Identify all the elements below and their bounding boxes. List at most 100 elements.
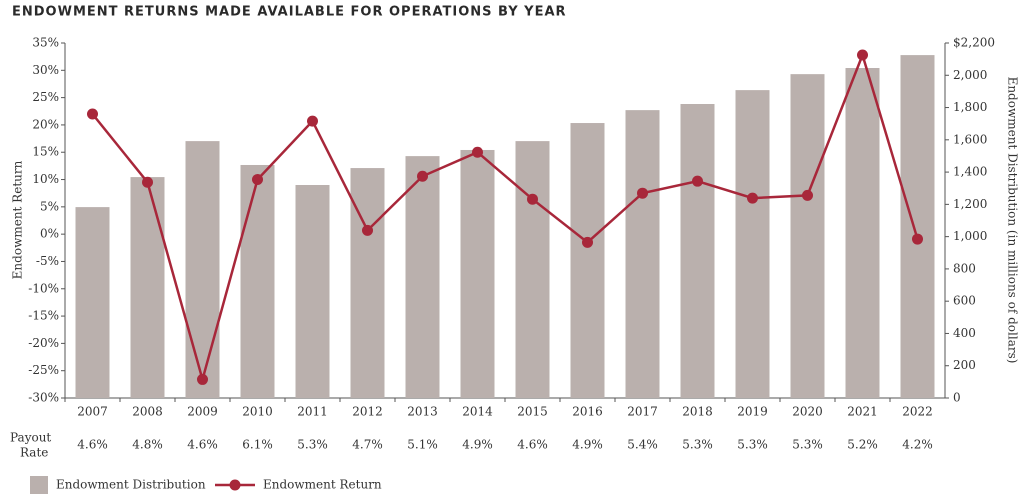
line-point: [692, 175, 703, 187]
x-tick-label: 2018: [682, 405, 713, 419]
line-point: [747, 192, 758, 204]
line-point: [197, 373, 208, 385]
bar: [240, 164, 275, 398]
y-tick-label: 30%: [32, 63, 59, 77]
legend-swatch: [30, 476, 48, 494]
x-tick-label: 2010: [242, 405, 273, 419]
y2-tick-label: 2,000: [953, 68, 987, 82]
payout-rate: 4.2%: [902, 438, 933, 452]
y-tick-label: -25%: [28, 363, 59, 377]
line-point: [362, 224, 373, 236]
payout-label: Payout: [10, 431, 51, 445]
bar: [295, 185, 330, 398]
payout-rate: 5.2%: [847, 438, 878, 452]
y2-tick-label: 400: [953, 326, 976, 340]
x-tick-label: 2016: [572, 405, 603, 419]
y2-axis-label: Endowment Distribution (in millions of d…: [1006, 77, 1020, 364]
y-tick-label: 25%: [32, 90, 59, 104]
y2-tick-label: 1,800: [953, 100, 987, 114]
y-tick-label: 10%: [32, 172, 59, 186]
line: [91, 51, 919, 385]
x-tick-label: 2008: [132, 405, 163, 419]
bar: [570, 123, 605, 398]
bar: [790, 74, 825, 398]
x-tick-label: 2007: [77, 405, 108, 419]
payout-rate: 4.9%: [572, 438, 603, 452]
payout-rate: 4.9%: [462, 438, 493, 452]
y-tick-label: -30%: [28, 391, 59, 405]
line-point: [307, 115, 318, 127]
bar: [845, 68, 880, 399]
x-tick-label: 2012: [352, 405, 383, 419]
bar: [130, 177, 165, 398]
payout-label: Rate: [20, 446, 48, 460]
y2-tick-label: 600: [953, 294, 976, 308]
y-tick-label: 0%: [40, 227, 59, 241]
bar: [350, 168, 385, 398]
line-point: [87, 108, 98, 120]
y2-tick-label: 0: [953, 391, 961, 405]
payout-rate: 5.3%: [737, 438, 768, 452]
x-tick-label: 2019: [737, 405, 768, 419]
bar: [405, 156, 440, 398]
bar: [515, 141, 550, 399]
payout-rate: 4.6%: [77, 438, 108, 452]
line-point: [252, 174, 263, 186]
payout-rate: 5.3%: [792, 438, 823, 452]
legend-label: Endowment Distribution: [56, 478, 206, 492]
x-tick-label: 2014: [462, 405, 493, 419]
y2-tick-label: 1,400: [953, 165, 987, 179]
x-tick-label: 2020: [792, 405, 823, 419]
y2-tick-label: 1,600: [953, 132, 987, 146]
y2-tick-label: 1,000: [953, 229, 987, 243]
y-tick-label: 5%: [40, 199, 59, 213]
y2-tick-label: 200: [953, 358, 976, 372]
payout-rate: 5.3%: [682, 438, 713, 452]
payout-rate: 4.7%: [352, 438, 383, 452]
payout-rate: 5.4%: [627, 438, 658, 452]
x-tick-label: 2009: [187, 405, 218, 419]
line-point: [142, 176, 153, 188]
x-tick-label: 2013: [407, 405, 438, 419]
x-tick-label: 2017: [627, 405, 658, 419]
y-tick-label: -15%: [28, 309, 59, 323]
chart-title: ENDOWMENT RETURNS MADE AVAILABLE FOR OPE…: [12, 5, 567, 20]
bar: [735, 90, 770, 399]
line-point: [637, 187, 648, 199]
bar: [75, 207, 110, 398]
y-axis-label: Endowment Return: [11, 160, 25, 279]
line-point: [912, 233, 923, 245]
line-point: [582, 236, 593, 248]
line-point: [527, 193, 538, 205]
line-point: [417, 170, 428, 182]
bar: [900, 55, 935, 399]
x-tick-label: 2011: [297, 405, 328, 419]
bar: [460, 149, 495, 398]
y-tick-label: -5%: [36, 254, 59, 268]
y-tick-label: -20%: [28, 336, 59, 350]
y2-tick-label: 800: [953, 261, 976, 275]
line-point: [802, 189, 813, 201]
x-tick-label: 2021: [847, 405, 878, 419]
y-tick-label: -10%: [28, 281, 59, 295]
line-point: [857, 49, 868, 61]
bar: [625, 110, 660, 399]
payout-rate: 4.8%: [132, 438, 163, 452]
y-tick-label: 20%: [32, 117, 59, 131]
y-tick-label: 35%: [32, 36, 59, 50]
legend-swatch: [229, 479, 241, 491]
x-tick-label: 2022: [902, 405, 933, 419]
bar: [185, 141, 220, 399]
legend-label: Endowment Return: [263, 478, 382, 492]
y-tick-label: 15%: [32, 145, 59, 159]
line-point: [472, 146, 483, 158]
bar: [680, 103, 715, 398]
y2-tick-label: 1,200: [953, 197, 987, 211]
x-tick-label: 2015: [517, 405, 548, 419]
payout-rate: 4.6%: [517, 438, 548, 452]
payout-rate: 5.1%: [407, 438, 438, 452]
payout-rate: 5.3%: [297, 438, 328, 452]
payout-rate: 4.6%: [187, 438, 218, 452]
payout-rate: 6.1%: [242, 438, 273, 452]
